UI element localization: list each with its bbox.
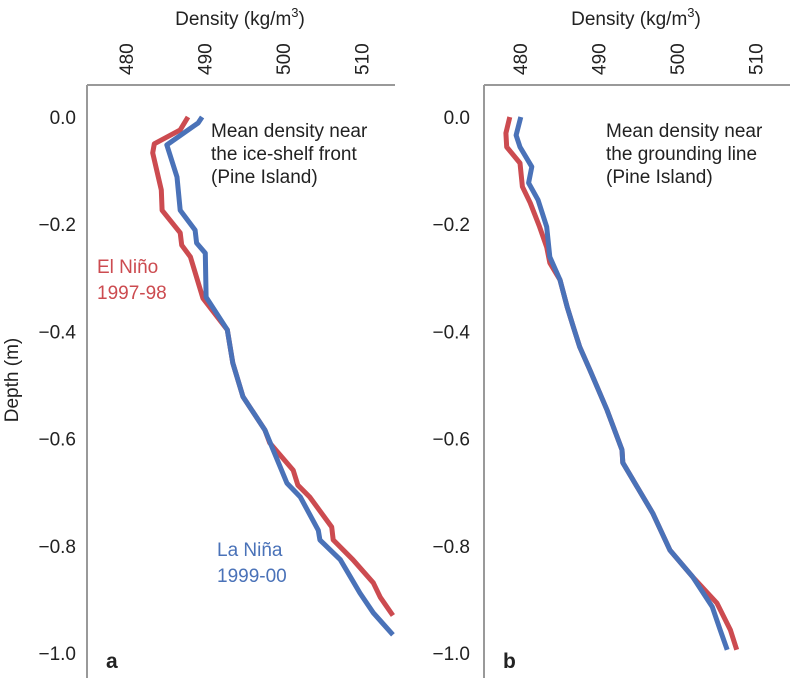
x-axis-title-close: )	[299, 9, 305, 30]
x-axis-title-close: )	[695, 9, 701, 30]
x-tick-label: 490	[590, 43, 611, 75]
x-axis-title: Density (kg/m3)	[571, 5, 701, 30]
x-tick-label: 490	[196, 43, 217, 75]
series-label: La Niña	[217, 540, 283, 561]
y-tick-label: −0.2	[38, 215, 76, 236]
panel-annotation: (Pine Island)	[211, 167, 318, 188]
y-tick-label: −0.6	[38, 430, 76, 451]
series-line-el-nino	[503, 116, 740, 651]
series-label: El Niño	[97, 257, 158, 278]
series-line-la-nina	[164, 115, 395, 637]
x-axis-title-text: Density (kg/m	[175, 9, 291, 30]
y-tick-label: −0.8	[38, 537, 76, 558]
y-tick-label: −0.6	[432, 430, 470, 451]
x-axis-title: Density (kg/m3)	[175, 5, 305, 30]
x-axis-title-text: Density (kg/m	[571, 9, 687, 30]
panel-letter: a	[106, 650, 118, 673]
x-tick-label: 500	[274, 43, 295, 75]
x-tick-label: 480	[117, 43, 138, 75]
x-axis-title-superscript: 3	[291, 5, 298, 20]
y-axis-title: Depth (m)	[2, 338, 23, 422]
x-axis-title-superscript: 3	[687, 5, 694, 20]
x-tick-label: 510	[747, 43, 768, 75]
panel-letter: b	[503, 650, 516, 673]
panel-annotation: the ice-shelf front	[211, 144, 357, 165]
y-tick-label: −0.8	[432, 537, 470, 558]
series-label: 1999-00	[217, 566, 287, 587]
y-tick-label: 0.0	[444, 108, 470, 129]
y-tick-label: −0.4	[432, 322, 470, 343]
panel-b: Density (kg/m3) 480 490 500 510 0.0 −0.2 −0.4 −0…	[432, 5, 790, 678]
x-tick-label: 510	[353, 43, 374, 75]
panel-a: Density (kg/m3) 480 490 500 510 0.0 −0.2 −0.4 −0…	[2, 5, 395, 678]
panel-annotation: (Pine Island)	[606, 167, 713, 188]
x-tick-label: 480	[511, 43, 532, 75]
y-tick-label: −1.0	[432, 644, 470, 665]
panel-annotation: Mean density near	[606, 121, 763, 142]
y-tick-label: −0.4	[38, 322, 76, 343]
panel-annotation: the grounding line	[606, 144, 757, 165]
series-line-la-nina	[513, 116, 730, 651]
series-label: 1997-98	[97, 283, 167, 304]
y-tick-label: −1.0	[38, 644, 76, 665]
panel-annotation: Mean density near	[211, 121, 368, 142]
y-tick-label: 0.0	[50, 108, 76, 129]
y-tick-label: −0.2	[432, 215, 470, 236]
x-tick-label: 500	[668, 43, 689, 75]
